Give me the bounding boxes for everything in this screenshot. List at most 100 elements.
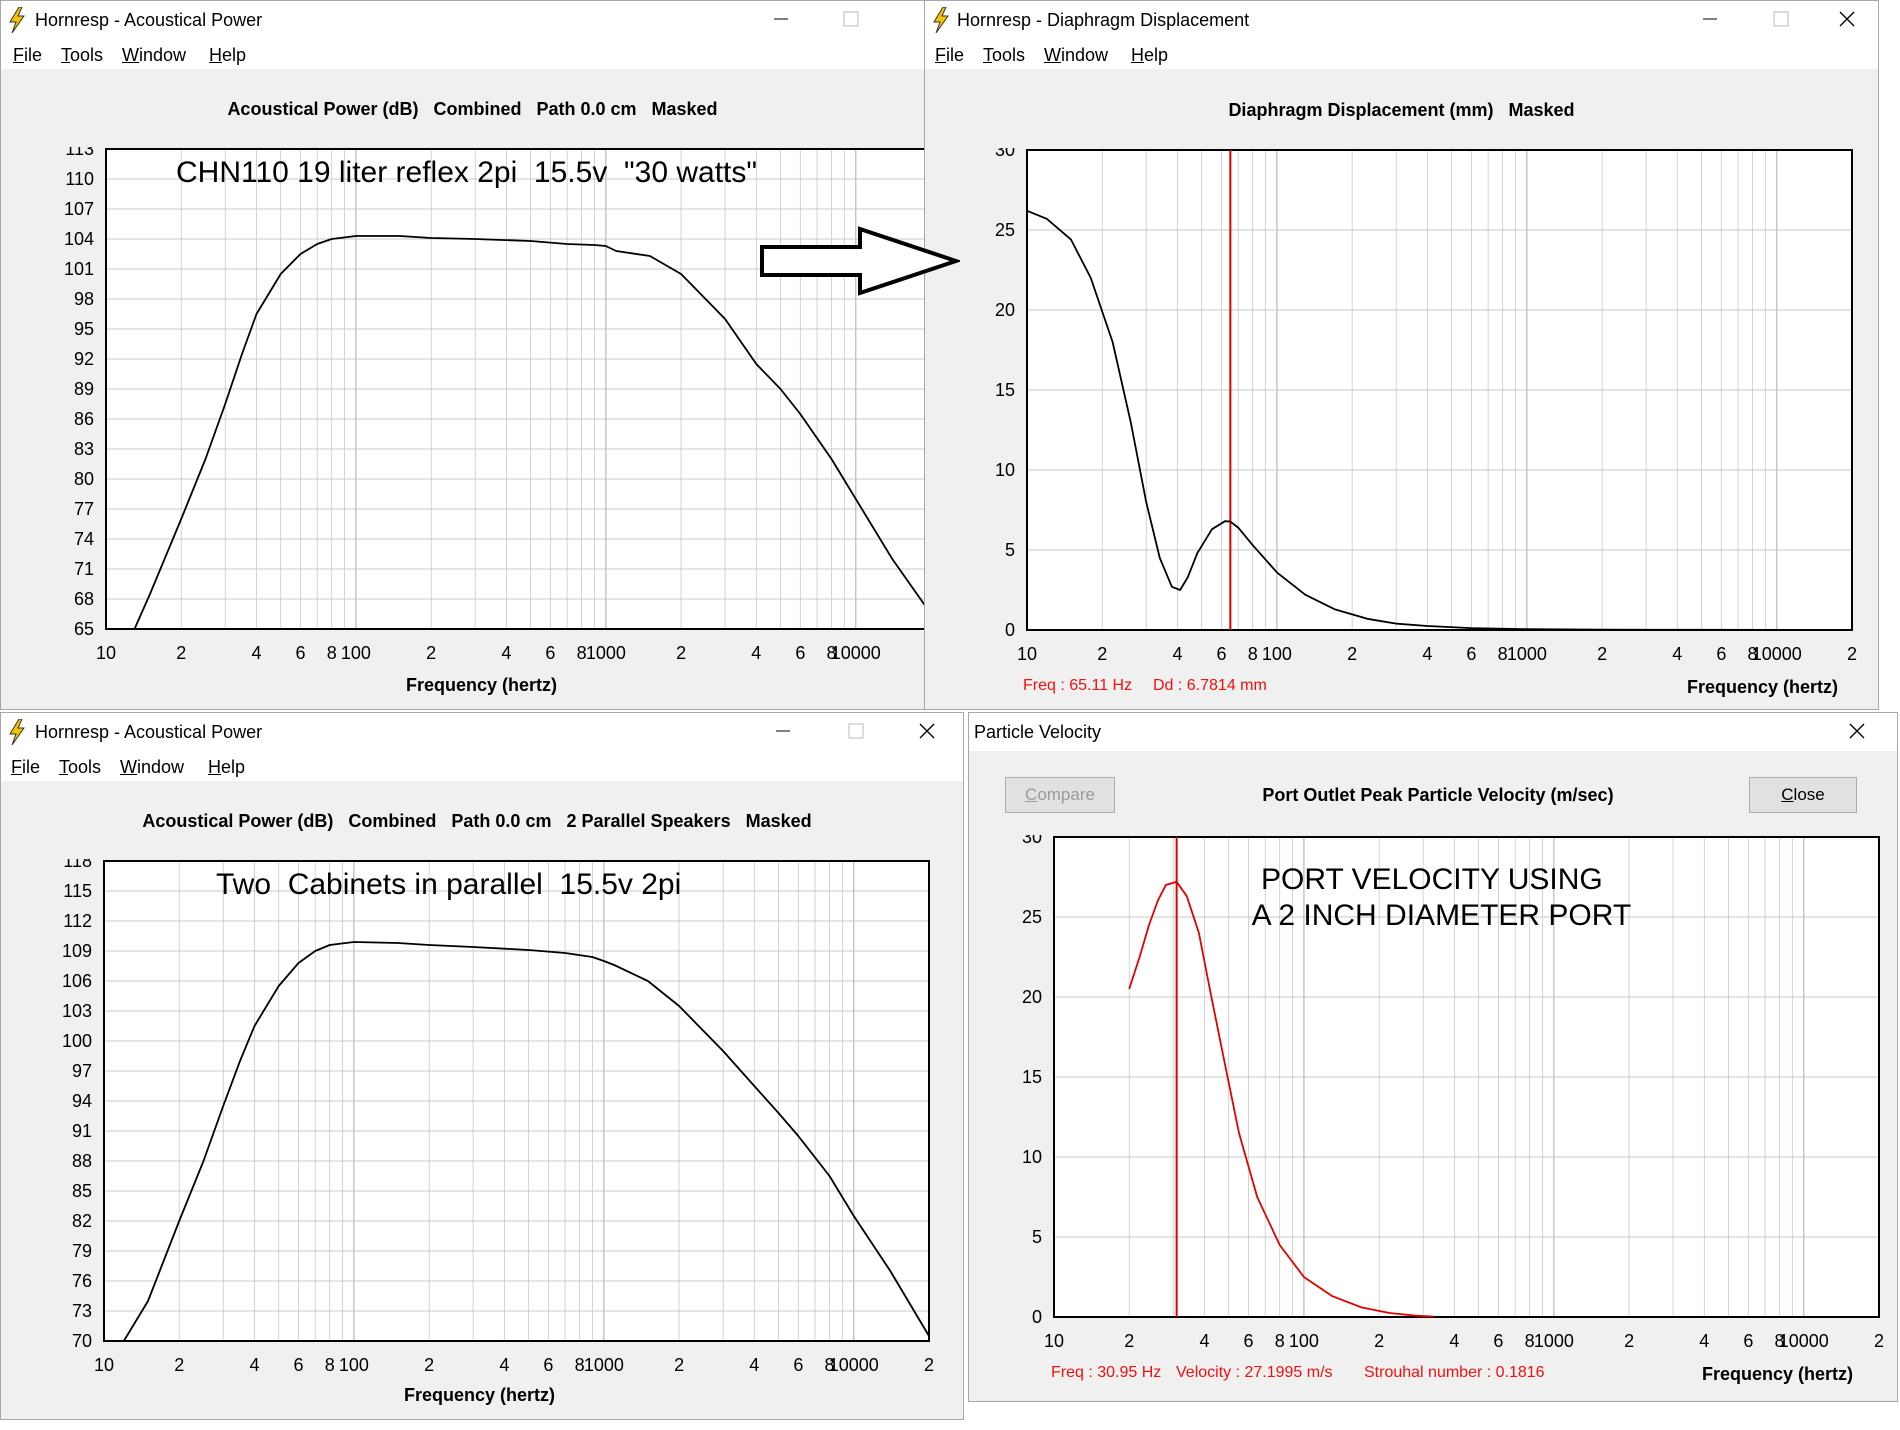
x-tick-label: 8 — [577, 643, 587, 663]
x-tick-label: 2 — [1624, 1331, 1634, 1351]
maximize-button[interactable] — [1753, 1, 1813, 39]
x-tick-label: 1000 — [584, 1355, 624, 1375]
y-tick-label: 103 — [62, 1001, 92, 1021]
menu-help[interactable]: Help — [1131, 45, 1169, 65]
maximize-icon — [843, 11, 859, 27]
x-tick-label: 2 — [1597, 644, 1607, 664]
close-dialog-button[interactable]: Close — [1749, 777, 1857, 813]
y-tick-label: 94 — [72, 1091, 92, 1111]
menu-window[interactable]: Window — [1044, 45, 1109, 65]
minimize-button[interactable] — [755, 713, 815, 751]
y-tick-label: 30 — [995, 148, 1015, 160]
close-button[interactable] — [1819, 1, 1878, 39]
x-tick-label: 100 — [341, 643, 371, 663]
menu-window[interactable]: Window — [122, 45, 187, 65]
menu-window[interactable]: Window — [120, 757, 185, 777]
y-tick-label: 91 — [72, 1121, 92, 1141]
x-tick-label: 2 — [676, 643, 686, 663]
x-axis-label: Frequency (hertz) — [1687, 677, 1839, 697]
close-icon — [1849, 723, 1865, 739]
y-tick-label: 79 — [72, 1241, 92, 1261]
close-button[interactable] — [1829, 713, 1889, 751]
y-tick-label: 77 — [74, 499, 94, 519]
x-tick-label: 100 — [1289, 1331, 1319, 1351]
menu-file[interactable]: File — [13, 45, 43, 65]
y-tick-label: 82 — [72, 1211, 92, 1231]
y-tick-label: 25 — [995, 220, 1015, 240]
menu-file[interactable]: File — [11, 757, 41, 777]
y-tick-label: 106 — [62, 971, 92, 991]
x-tick-label: 6 — [1466, 644, 1476, 664]
window-title: Hornresp - Diaphragm Displacement — [957, 10, 1250, 30]
menu-tools[interactable]: Tools — [59, 757, 102, 777]
acoustical-power-window: Hornresp - Acoustical Power File Tools W… — [0, 0, 925, 710]
y-tick-label: 101 — [64, 259, 94, 279]
minimize-button[interactable] — [1682, 1, 1742, 39]
x-tick-label: 6 — [1216, 644, 1226, 664]
y-tick-label: 20 — [1022, 987, 1042, 1007]
plot-frame — [1053, 836, 1880, 1318]
x-tick-label: 2 — [424, 1355, 434, 1375]
y-tick-label: 109 — [62, 941, 92, 961]
x-tick-label: 6 — [543, 1355, 553, 1375]
series-line — [1026, 209, 1853, 631]
y-tick-label: 112 — [63, 911, 92, 931]
minimize-icon — [776, 730, 790, 732]
close-button[interactable] — [899, 713, 959, 751]
x-tick-label: 1000 — [586, 643, 626, 663]
y-tick-label: 118 — [63, 859, 92, 871]
plot-frame — [105, 148, 924, 630]
x-tick-label: 100 — [1262, 644, 1292, 664]
x-tick-label: 2 — [1374, 1331, 1384, 1351]
readout-velocity: Velocity : 27.1995 m/s — [1176, 1364, 1333, 1381]
title-bar[interactable]: Hornresp - Acoustical Power — [1, 713, 963, 751]
y-tick-label: 86 — [74, 409, 94, 429]
x-axis-label: Frequency (hertz) — [404, 1385, 556, 1405]
x-tick-label: 4 — [749, 1355, 759, 1375]
y-tick-label: 115 — [63, 881, 92, 901]
menu-tools[interactable]: Tools — [61, 45, 104, 65]
plot-frame — [103, 860, 930, 1342]
maximize-button[interactable] — [823, 1, 883, 39]
x-tick-label: 6 — [793, 1355, 803, 1375]
x-tick-label: 10 — [96, 643, 116, 663]
close-icon — [1839, 11, 1855, 27]
x-tick-label: 8 — [1748, 644, 1758, 664]
x-tick-label: 1000 — [1507, 644, 1547, 664]
plot-frame — [1026, 149, 1853, 631]
menu-file[interactable]: File — [935, 45, 965, 65]
y-tick-label: 113 — [65, 147, 94, 159]
menu-help[interactable]: Help — [209, 45, 247, 65]
x-tick-label: 4 — [251, 643, 261, 663]
diaphragm-displacement-window: Hornresp - Diaphragm Displacement File T… — [924, 0, 1879, 710]
readout-frequency: Freq : 65.11 Hz — [1023, 677, 1133, 694]
y-tick-label: 110 — [65, 169, 94, 189]
chart-annotation: Two Cabinets in parallel 15.5v 2pi — [216, 868, 682, 901]
x-tick-label: 6 — [1716, 644, 1726, 664]
chart-annotation-line2: A 2 INCH DIAMETER PORT — [1245, 899, 1632, 932]
x-tick-label: 2 — [176, 643, 186, 663]
x-tick-label: 4 — [1672, 644, 1682, 664]
minimize-button[interactable] — [753, 1, 813, 39]
x-tick-label: 8 — [1525, 1331, 1535, 1351]
title-bar[interactable]: Hornresp - Acoustical Power — [1, 1, 924, 39]
y-tick-label: 83 — [74, 439, 94, 459]
y-tick-label: 5 — [1005, 540, 1015, 560]
y-tick-label: 97 — [72, 1061, 92, 1081]
window-title: Hornresp - Acoustical Power — [35, 722, 263, 742]
y-tick-label: 76 — [72, 1271, 92, 1291]
x-tick-label: 8 — [325, 1355, 335, 1375]
maximize-button[interactable] — [828, 713, 888, 751]
menu-tools[interactable]: Tools — [983, 45, 1026, 65]
x-axis-label: Frequency (hertz) — [406, 675, 558, 695]
menu-help[interactable]: Help — [208, 757, 246, 777]
window-title: Particle Velocity — [974, 722, 1102, 742]
compare-button[interactable]: Compare — [1005, 777, 1115, 813]
x-tick-label: 2 — [924, 1355, 934, 1375]
x-tick-label: 2 — [174, 1355, 184, 1375]
x-tick-label: 8 — [1275, 1331, 1285, 1351]
title-bar[interactable]: Hornresp - Diaphragm Displacement — [925, 1, 1878, 39]
x-tick-label: 10 — [1044, 1331, 1064, 1351]
title-bar[interactable]: Particle Velocity — [969, 713, 1897, 751]
maximize-icon — [1773, 11, 1789, 27]
